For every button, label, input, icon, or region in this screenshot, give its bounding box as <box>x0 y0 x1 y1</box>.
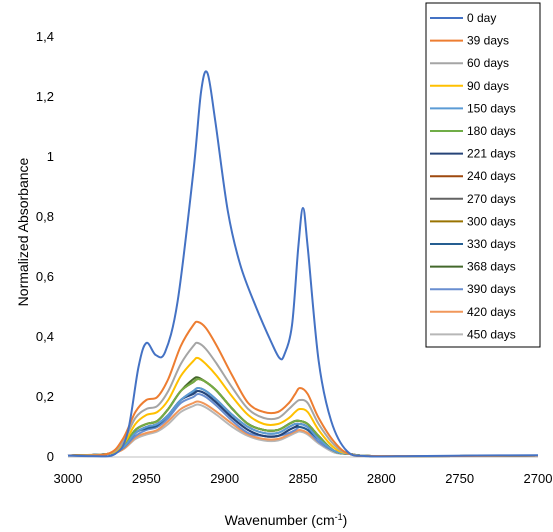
legend-label: 450 days <box>467 327 516 341</box>
x-tick-label: 3000 <box>54 471 83 486</box>
x-tick-label: 2750 <box>445 471 474 486</box>
legend: 0 day 39 days 60 days 90 days 150 days 180 da… <box>425 2 541 348</box>
legend-label: 150 days <box>467 101 516 115</box>
legend-label: 180 days <box>467 124 516 138</box>
y-tick-label: 0 <box>47 449 54 464</box>
series-line <box>67 378 539 458</box>
series-line <box>67 70 539 458</box>
y-axis-title: Normalized Absorbance <box>15 157 31 306</box>
series-line <box>67 378 539 458</box>
legend-label: 90 days <box>467 79 509 93</box>
y-tick-label: 0,8 <box>36 209 54 224</box>
x-tick-label: 2700 <box>524 471 553 486</box>
x-tick-labels: 3000 2950 2900 2850 2800 2750 2700 <box>54 471 553 486</box>
y-tick-label: 0,2 <box>36 389 54 404</box>
legend-label: 221 days <box>467 147 516 161</box>
y-tick-labels: 0 0,2 0,4 0,6 0,8 1 1,2 1,4 <box>36 29 54 464</box>
legend-label: 420 days <box>467 305 516 319</box>
series-line <box>67 378 539 458</box>
series-line <box>67 387 539 458</box>
legend-label: 368 days <box>467 260 516 274</box>
series-line <box>67 393 539 458</box>
legend-label: 0 day <box>467 11 496 25</box>
series-line <box>67 356 539 458</box>
legend-label: 270 days <box>467 192 516 206</box>
x-tick-label: 2900 <box>210 471 239 486</box>
y-tick-label: 1,4 <box>36 29 54 44</box>
y-tick-label: 0,4 <box>36 329 54 344</box>
y-tick-label: 1 <box>47 149 54 164</box>
x-tick-label: 2950 <box>132 471 161 486</box>
x-tick-label: 2850 <box>289 471 318 486</box>
x-axis-title-main: Wavenumber (cm <box>225 512 335 528</box>
x-tick-label: 2800 <box>367 471 396 486</box>
series-line <box>67 320 539 458</box>
x-axis-title-superscript: -1 <box>335 512 343 522</box>
legend-label: 300 days <box>467 214 516 228</box>
series-lines <box>67 70 539 458</box>
x-axis-title-suffix: ) <box>343 512 348 528</box>
legend-label: 330 days <box>467 237 516 251</box>
series-line <box>67 341 539 458</box>
legend-label: 240 days <box>467 169 516 183</box>
legend-label: 60 days <box>467 56 509 70</box>
x-axis-title: Wavenumber (cm-1) <box>225 512 348 528</box>
legend-label: 39 days <box>467 34 509 48</box>
series-line <box>67 403 539 458</box>
legend-items: 0 day 39 days 60 days 90 days 150 days 180 da… <box>430 11 516 341</box>
legend-label: 390 days <box>467 282 516 296</box>
y-tick-label: 0,6 <box>36 269 54 284</box>
y-tick-label: 1,2 <box>36 89 54 104</box>
